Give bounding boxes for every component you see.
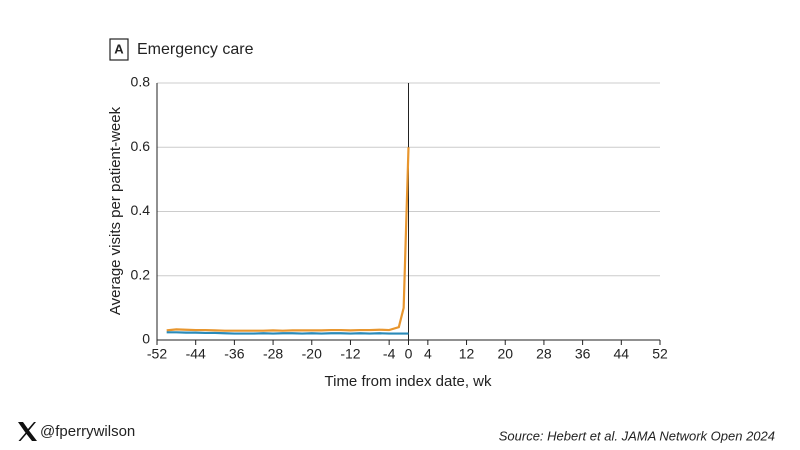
x-tick-label: 44 xyxy=(614,346,630,362)
chart-title: Emergency care xyxy=(137,41,254,58)
y-tick-label: 0.6 xyxy=(131,138,151,154)
y-tick-label: 0.4 xyxy=(131,202,151,218)
x-logo xyxy=(18,422,37,441)
x-tick-label: 0 xyxy=(405,346,413,362)
x-tick-label: -4 xyxy=(383,346,396,362)
handle: @fperrywilson xyxy=(40,423,135,440)
x-tick-label: -52 xyxy=(147,346,167,362)
y-tick-label: 0.2 xyxy=(131,266,151,282)
source: Source: Hebert et al. JAMA Network Open … xyxy=(499,428,775,443)
x-tick-label: -20 xyxy=(302,346,322,362)
x-tick-label: 52 xyxy=(652,346,668,362)
panel-label: A xyxy=(114,41,124,56)
series-line xyxy=(166,331,409,335)
x-tick-label: 12 xyxy=(459,346,475,362)
x-tick-label: 20 xyxy=(497,346,513,362)
x-tick-label: -12 xyxy=(340,346,360,362)
x-tick-label: -44 xyxy=(186,346,206,362)
y-axis-label: Average visits per patient-week xyxy=(107,106,124,315)
series-line xyxy=(166,147,410,332)
panel-box xyxy=(109,38,129,61)
x-tick-label: 4 xyxy=(424,346,432,362)
x-tick-label: -28 xyxy=(263,346,283,362)
x-tick-label: -36 xyxy=(224,346,244,362)
x-tick-label: 28 xyxy=(536,346,552,362)
x-axis-label: Time from index date, wk xyxy=(325,373,492,390)
x-tick-label: 36 xyxy=(575,346,591,362)
y-tick-label: 0 xyxy=(142,331,150,347)
y-tick-label: 0.8 xyxy=(131,74,151,90)
